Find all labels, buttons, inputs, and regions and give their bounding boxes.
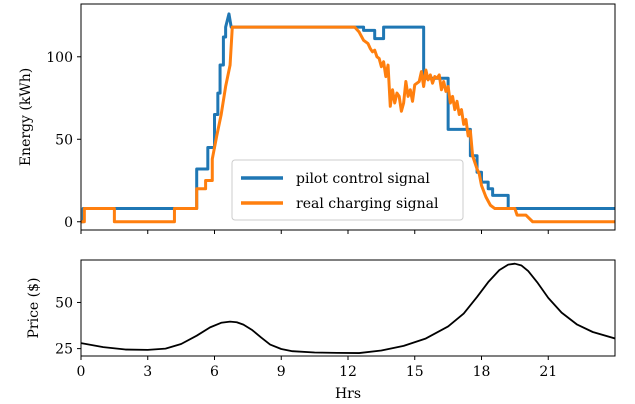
energy-panel: 0 50 100 Energy (kWh) pilot control signal… bbox=[18, 3, 616, 234]
price-y-axis-label: Price ($) bbox=[26, 278, 42, 339]
price-y-ticks: 25 50 bbox=[55, 295, 81, 358]
legend: pilot control signal real charging signa… bbox=[231, 159, 464, 221]
price-panel: 25 50 0 3 6 9 12 15 18 21 Price ($) Hrs bbox=[26, 259, 616, 402]
energy-y-tick-label: 0 bbox=[64, 215, 73, 231]
energy-series-line-1 bbox=[81, 25, 615, 224]
x-tick-label: 6 bbox=[210, 364, 219, 380]
x-tick-label: 12 bbox=[339, 364, 357, 380]
energy-x-ticks bbox=[80, 230, 549, 234]
energy-y-tick-label: 50 bbox=[55, 132, 73, 148]
energy-y-axis-label: Energy (kWh) bbox=[18, 68, 34, 166]
x-tick-label: 18 bbox=[473, 364, 491, 380]
price-y-tick-label: 25 bbox=[55, 342, 73, 358]
energy-y-ticks: 0 50 100 bbox=[46, 50, 81, 231]
x-axis-label: Hrs bbox=[335, 386, 361, 402]
price-series-group bbox=[81, 262, 615, 354]
price-y-tick-label: 50 bbox=[55, 295, 73, 311]
legend-label-pilot: pilot control signal bbox=[296, 171, 430, 187]
legend-label-real: real charging signal bbox=[296, 196, 439, 212]
x-tick-label: 9 bbox=[277, 364, 286, 380]
energy-y-tick-label: 100 bbox=[46, 50, 73, 66]
x-tick-label: 21 bbox=[539, 364, 557, 380]
x-tick-label: 0 bbox=[77, 364, 86, 380]
price-x-ticks: 0 3 6 9 12 15 18 21 bbox=[77, 356, 557, 380]
energy-series-group bbox=[81, 12, 615, 224]
x-tick-label: 3 bbox=[143, 364, 152, 380]
price-series-line-0 bbox=[81, 262, 615, 354]
x-tick-label: 15 bbox=[406, 364, 424, 380]
price-plot-frame bbox=[80, 259, 616, 357]
legend-frame bbox=[231, 159, 464, 221]
